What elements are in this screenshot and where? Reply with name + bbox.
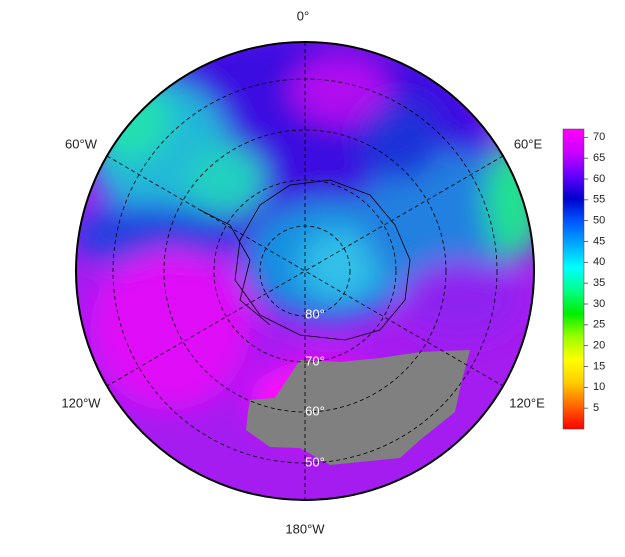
- lon-label: 60°W: [65, 136, 98, 151]
- colorbar-tick-label: 60: [593, 173, 605, 185]
- colorbar-tick-label: 70: [593, 131, 605, 143]
- coastline: [199, 179, 411, 341]
- lat-label: 50°: [305, 454, 325, 469]
- colorbar-tick-label: 10: [593, 381, 605, 393]
- colorbar-tick-label: 35: [593, 277, 605, 289]
- lat-label: 60°: [305, 403, 325, 418]
- colorbar-tick-label: 15: [593, 360, 605, 372]
- colorbar: 5 10 15 20 25 30 35 40 45 50 55 60 65 70: [562, 128, 605, 430]
- colorbar-tick-label: 50: [593, 215, 605, 227]
- colorbar-tick-label: 65: [593, 152, 605, 164]
- field: [76, 42, 534, 500]
- colorbar-tick-label: 45: [593, 235, 605, 247]
- graticule: [106, 42, 504, 500]
- lon-label: 0°: [297, 8, 309, 23]
- colorbar-tick-label: 25: [593, 319, 605, 331]
- lat-label: 80°: [305, 306, 325, 321]
- colorbar-tick-label: 5: [593, 402, 599, 414]
- lon-label: 120°E: [509, 395, 545, 410]
- lon-label: 120°W: [61, 395, 101, 410]
- lat-label: 70°: [305, 353, 325, 368]
- colorbar-tick-label: 55: [593, 194, 605, 206]
- colorbar-gradient: [562, 128, 585, 430]
- map-border: [75, 41, 535, 501]
- colorbar-tick-label: 20: [593, 340, 605, 352]
- lon-label: 60°E: [514, 136, 543, 151]
- lon-label: 180°W: [285, 521, 325, 536]
- colorbar-tick-label: 30: [593, 298, 605, 310]
- colorbar-tick-label: 40: [593, 256, 605, 268]
